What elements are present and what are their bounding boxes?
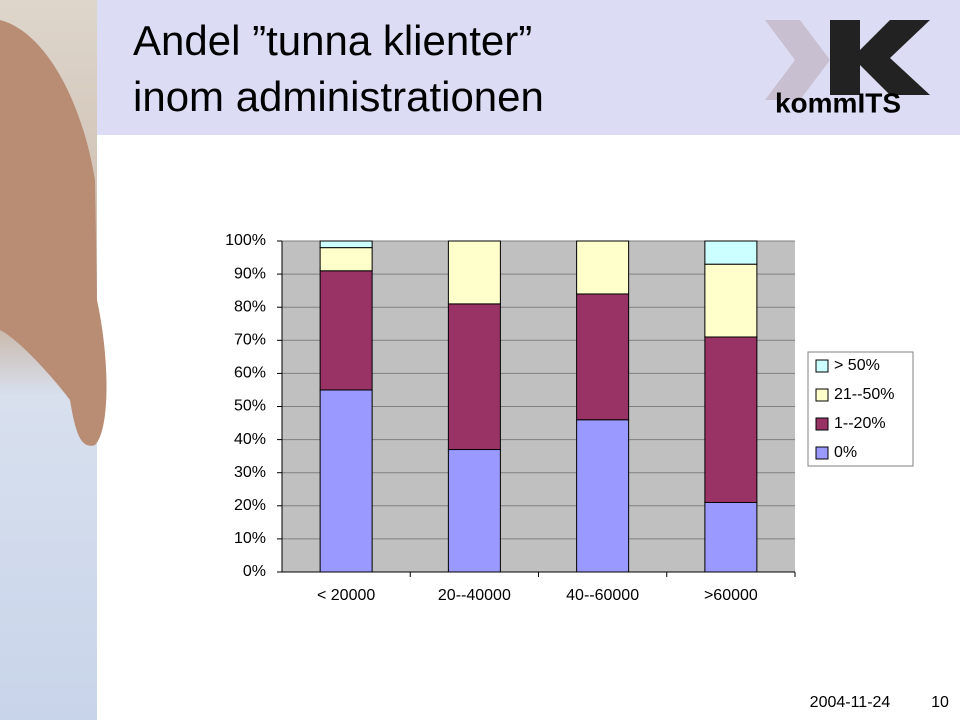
legend-label: 1--20%	[834, 415, 886, 432]
bar-segment	[447, 240, 501, 305]
logo-text: kommITS	[775, 87, 901, 118]
legend-label: 21--50%	[834, 386, 894, 403]
bar-segment	[704, 263, 758, 338]
y-tick-label: 40%	[234, 431, 266, 448]
logo-mark	[765, 20, 830, 100]
bar-segment	[704, 336, 758, 503]
title-line: inom administrationen	[133, 73, 544, 120]
y-tick-label: 30%	[234, 464, 266, 481]
bar-segment	[319, 247, 373, 272]
y-tick-label: 80%	[234, 298, 266, 315]
hand	[0, 20, 107, 446]
bar-segment	[576, 419, 630, 573]
bar-segment	[319, 270, 373, 391]
y-tick-label: 0%	[243, 563, 266, 580]
bar-segment	[447, 449, 501, 573]
legend-swatch	[815, 359, 829, 373]
bar-segment	[704, 240, 758, 265]
bar-segment	[447, 303, 501, 451]
y-tick-label: 20%	[234, 497, 266, 514]
title-line: Andel ”tunna klienter”	[133, 17, 532, 64]
chart: 0% 10% 20% 30% 40% 50% 60% 70% 80% 90% 100% < 20000…	[225, 232, 914, 604]
y-tick-label: 10%	[234, 530, 266, 547]
bar-segment	[576, 240, 630, 295]
y-tick-label: 70%	[234, 332, 266, 349]
x-tick-label: >60000	[704, 587, 758, 604]
date: 2004-11-24	[810, 694, 891, 711]
page-number: 10	[931, 694, 949, 711]
x-tick-label: < 20000	[317, 587, 375, 604]
legend-label: 0%	[834, 444, 857, 461]
x-tick-label: 20--40000	[438, 587, 511, 604]
legend-swatch	[815, 417, 829, 431]
y-tick-label: 100%	[225, 232, 266, 249]
legend-swatch	[815, 388, 829, 402]
legend-label: > 50%	[834, 357, 880, 374]
x-tick-label: 40--60000	[566, 587, 639, 604]
bar-segment	[319, 240, 373, 249]
y-tick-label: 60%	[234, 365, 266, 382]
y-tick-label: 90%	[234, 265, 266, 282]
bar-segment	[704, 501, 758, 573]
y-tick-label: 50%	[234, 398, 266, 415]
logo-k	[830, 20, 930, 95]
legend-swatch	[815, 446, 829, 460]
bar-segment	[576, 293, 630, 421]
bar-segment	[319, 389, 373, 573]
